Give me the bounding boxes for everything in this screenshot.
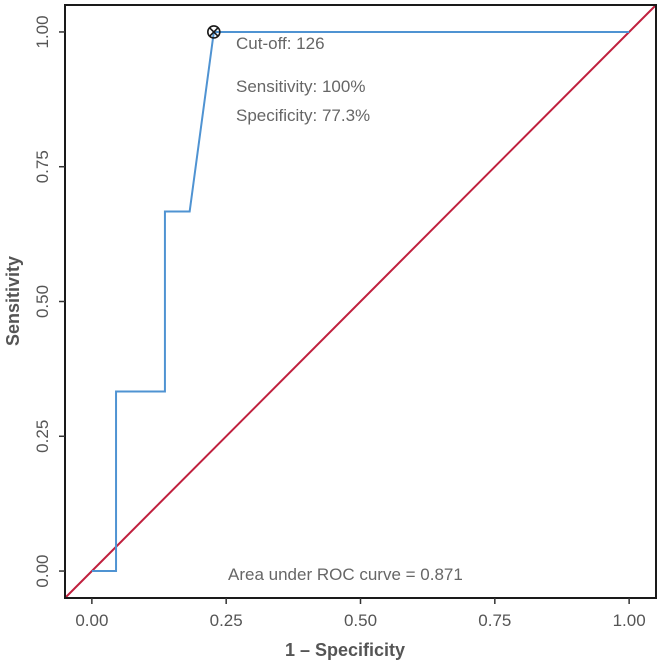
annotation-sensitivity: Sensitivity: 100% — [236, 77, 365, 96]
y-tick-label: 0.00 — [33, 555, 52, 588]
cutoff-marker — [207, 25, 221, 39]
x-tick-label: 0.25 — [210, 611, 243, 630]
annotation-cutoff: Cut-off: 126 — [236, 34, 325, 53]
reference-line — [64, 4, 657, 599]
x-tick-label: 1.00 — [613, 611, 646, 630]
x-tick-label: 0.00 — [75, 611, 108, 630]
cutoff-point-cross-b — [209, 27, 219, 37]
roc-curve-line — [91, 30, 630, 573]
y-tick-label: 0.50 — [33, 285, 52, 318]
y-tick-label: 0.25 — [33, 420, 52, 453]
annotation-specificity: Specificity: 77.3% — [236, 106, 370, 125]
y-tick-label: 0.75 — [33, 150, 52, 183]
cutoff-point-circle — [207, 25, 221, 39]
x-axis-ticks: 0.00 0.25 0.50 0.75 1.00 — [75, 598, 646, 630]
x-axis-title: 1 – Specificity — [285, 640, 405, 660]
y-tick-label: 1.00 — [33, 15, 52, 48]
x-tick-label: 0.75 — [478, 611, 511, 630]
plot-curves — [64, 4, 657, 599]
annotation-auc: Area under ROC curve = 0.871 — [228, 565, 463, 584]
y-axis-ticks: 0.00 0.25 0.50 0.75 1.00 — [33, 15, 65, 588]
x-tick-label: 0.50 — [344, 611, 377, 630]
y-axis-title: Sensitivity — [3, 256, 23, 346]
